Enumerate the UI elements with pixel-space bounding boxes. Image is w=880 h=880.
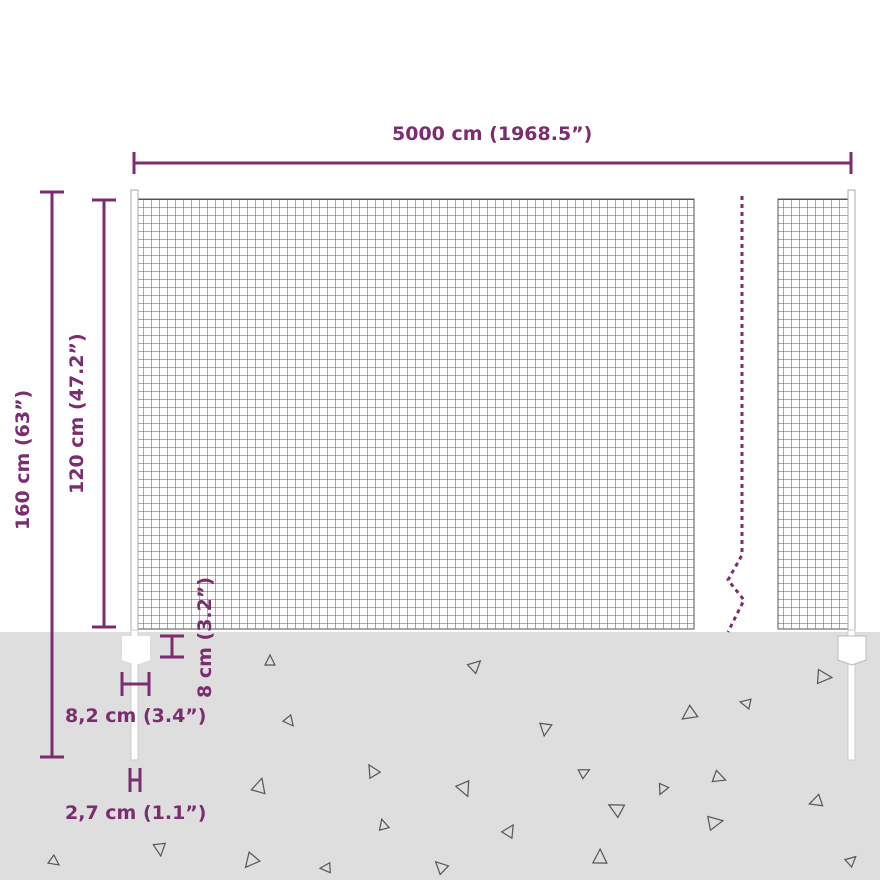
stone-mark	[577, 769, 591, 780]
post-diameter-dimension-line	[128, 768, 142, 792]
bracket-height-dimension-line	[160, 634, 184, 659]
mesh-height-label: 120 cm (47.2”)	[66, 333, 88, 494]
bracket-width-label: 8,2 cm (3.4”)	[65, 705, 207, 727]
stone-mark	[711, 769, 727, 783]
fence-post-left	[122, 189, 150, 761]
stone-mark	[264, 653, 276, 666]
stone-mark	[281, 713, 294, 727]
stone-mark	[591, 847, 608, 864]
stone-mark	[152, 842, 167, 858]
length-dimension-line	[132, 152, 853, 174]
stone-mark	[250, 776, 266, 795]
stone-mark	[539, 722, 553, 738]
stone-mark	[466, 659, 482, 675]
bracket-width-dimension-line	[120, 672, 151, 696]
ground-stones	[46, 653, 857, 876]
break-line	[726, 196, 746, 633]
stone-mark	[816, 668, 834, 685]
stone-mark	[244, 851, 261, 869]
total-height-dimension-line	[40, 190, 64, 759]
stone-mark	[738, 698, 752, 711]
stone-mark	[46, 853, 61, 866]
ground	[0, 632, 880, 880]
mesh-panel-left	[133, 198, 695, 630]
stone-mark	[500, 823, 514, 840]
stone-mark	[318, 861, 331, 874]
stone-mark	[843, 855, 857, 869]
bracket-height-label: 8 cm (3.2”)	[194, 576, 216, 698]
stone-mark	[378, 817, 391, 831]
total-height-label: 160 cm (63”)	[12, 389, 34, 530]
stone-mark	[707, 815, 725, 832]
length-label: 5000 cm (1968.5”)	[392, 123, 593, 145]
stone-mark	[808, 793, 824, 807]
stone-mark	[454, 779, 470, 798]
mesh-panel-right	[777, 198, 851, 630]
stone-mark	[681, 704, 699, 720]
stone-mark	[434, 860, 450, 876]
mesh-height-dimension-line	[92, 198, 116, 629]
fence-post-right	[837, 189, 867, 761]
stone-mark	[607, 804, 626, 819]
stone-mark	[658, 782, 670, 796]
post-diameter-label: 2,7 cm (1.1”)	[65, 802, 207, 824]
stone-mark	[368, 763, 382, 780]
